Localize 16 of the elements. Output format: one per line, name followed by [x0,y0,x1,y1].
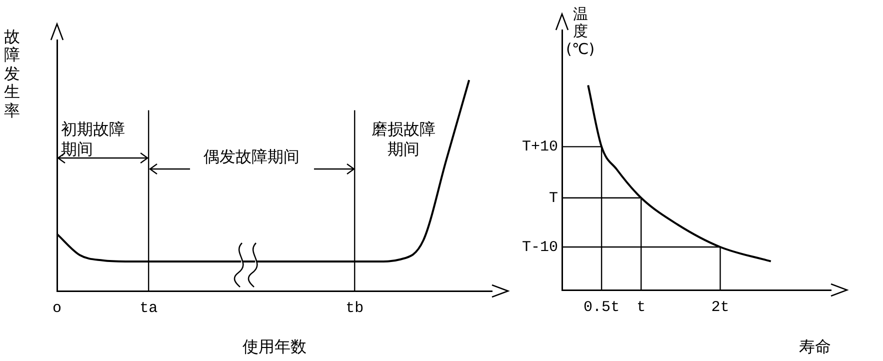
ref-line-label: T+10 [522,138,558,156]
x-tick-label: 2t [711,298,730,316]
annotation: 初期故障期间 [61,120,125,159]
x-tick-label: 0.5t [584,298,620,316]
y-axis-title: 温度(℃) [566,5,595,58]
annotation: 偶发故障期间 [204,147,300,166]
ref-line-label: T-10 [522,238,558,256]
x-tick-label: tb [346,300,364,317]
ref-line-label: T [548,190,558,207]
annotation: 磨损故障期间 [371,120,436,159]
x-tick-label: ta [140,300,158,317]
x-tick-label: o [52,300,62,317]
y-axis-title: 故障发生率 [4,27,20,120]
x-axis-title: 使用年数 [242,338,306,356]
x-tick-label: t [636,298,646,316]
x-axis-title: 寿命 [799,338,831,356]
